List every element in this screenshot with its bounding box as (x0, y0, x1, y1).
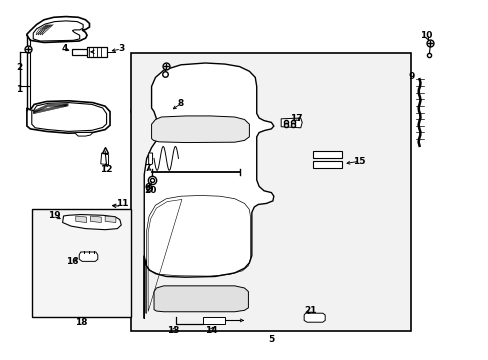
Text: 12: 12 (100, 165, 113, 174)
Text: 3: 3 (118, 44, 124, 53)
Text: 14: 14 (204, 326, 217, 335)
Polygon shape (312, 161, 342, 168)
Polygon shape (148, 153, 152, 165)
Text: 15: 15 (352, 157, 365, 166)
Polygon shape (203, 317, 224, 324)
Text: 10: 10 (419, 31, 432, 40)
Text: 21: 21 (304, 306, 316, 315)
Polygon shape (312, 151, 342, 158)
Text: 4: 4 (61, 44, 68, 53)
Polygon shape (151, 116, 249, 143)
Polygon shape (90, 216, 101, 222)
Text: 9: 9 (407, 72, 414, 81)
Text: 7: 7 (144, 163, 151, 173)
Polygon shape (87, 47, 106, 57)
Text: 1: 1 (17, 85, 22, 94)
Text: 18: 18 (75, 318, 88, 327)
Text: 8: 8 (178, 99, 183, 108)
Text: 19: 19 (48, 211, 61, 220)
Text: 2: 2 (17, 63, 22, 72)
Polygon shape (76, 132, 93, 136)
Text: 6: 6 (144, 183, 150, 192)
Polygon shape (154, 286, 248, 312)
Polygon shape (72, 49, 87, 55)
Polygon shape (131, 108, 219, 117)
Polygon shape (79, 252, 98, 261)
Polygon shape (281, 118, 302, 128)
Text: 20: 20 (144, 186, 157, 194)
Text: 13: 13 (167, 326, 180, 335)
Polygon shape (76, 216, 86, 222)
Text: 5: 5 (267, 335, 273, 343)
Polygon shape (131, 53, 410, 331)
Text: 11: 11 (116, 199, 128, 208)
Polygon shape (304, 313, 325, 322)
Polygon shape (144, 63, 273, 319)
Polygon shape (105, 216, 116, 222)
Polygon shape (101, 153, 108, 165)
Polygon shape (32, 209, 131, 317)
Text: 17: 17 (289, 113, 302, 122)
Polygon shape (62, 215, 121, 230)
Text: 16: 16 (66, 257, 79, 266)
